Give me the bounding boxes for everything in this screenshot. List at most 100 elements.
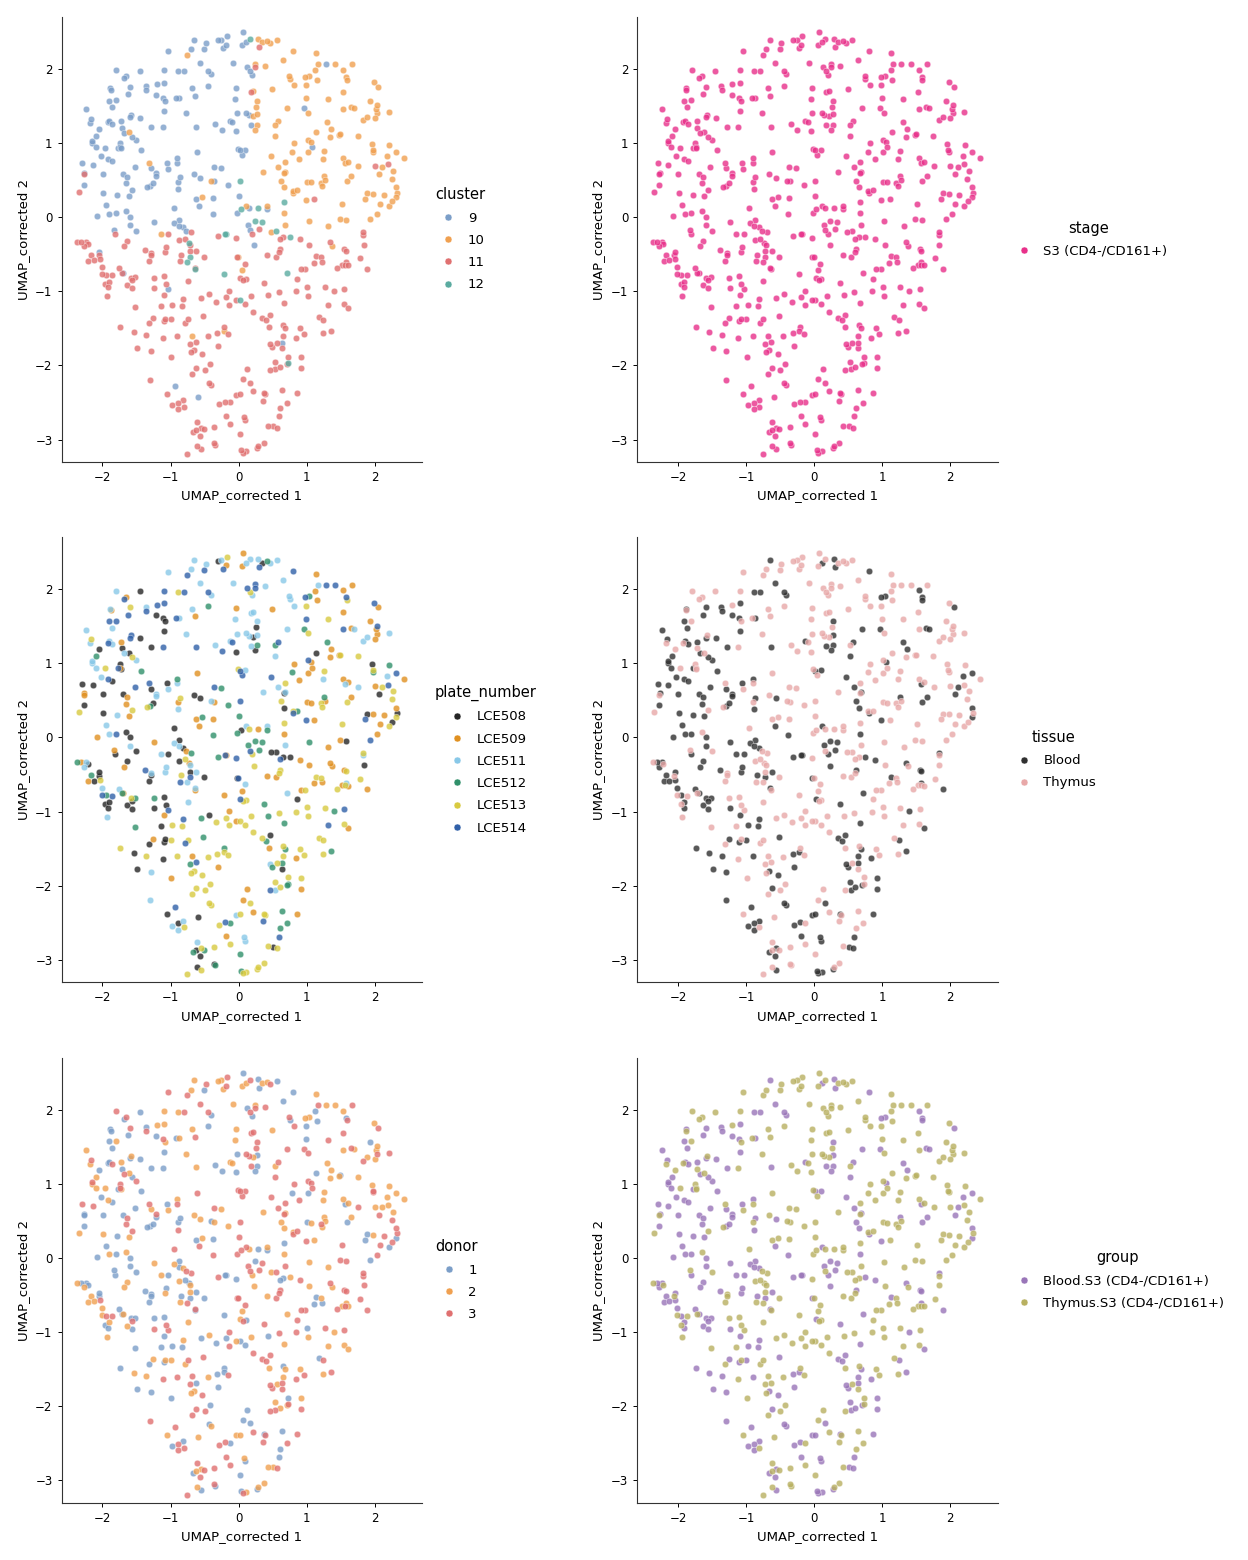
Point	[822, 94, 842, 119]
Point	[812, 193, 832, 218]
Point	[751, 101, 771, 126]
Point	[651, 97, 671, 122]
Point	[74, 693, 94, 718]
Point	[955, 714, 975, 739]
Point	[805, 381, 825, 406]
Point	[849, 1354, 869, 1379]
Point	[107, 136, 127, 161]
Point	[151, 293, 171, 318]
Point	[911, 1293, 931, 1318]
Point	[198, 1323, 218, 1348]
Point	[855, 225, 875, 250]
Point	[386, 140, 406, 165]
Point	[236, 1070, 256, 1095]
Point	[844, 1195, 864, 1220]
Point	[816, 601, 836, 626]
Point	[716, 1214, 736, 1239]
Point	[940, 590, 960, 615]
Point	[731, 760, 751, 785]
Point	[230, 1329, 250, 1354]
Point	[688, 1301, 708, 1326]
Point	[116, 172, 136, 197]
Point	[99, 1129, 119, 1154]
Point	[185, 777, 205, 802]
Point	[936, 1129, 956, 1154]
Point	[362, 131, 382, 156]
Point	[92, 262, 112, 287]
Point	[945, 682, 965, 707]
Point	[795, 1431, 815, 1455]
Point	[243, 821, 263, 846]
Point	[686, 629, 706, 654]
Point	[751, 621, 771, 646]
Point	[678, 783, 698, 808]
Point	[872, 1315, 892, 1340]
Point	[706, 106, 726, 131]
Point	[163, 716, 183, 741]
Point	[784, 1069, 804, 1094]
Point	[758, 1363, 778, 1388]
Point	[871, 1298, 891, 1323]
Point	[891, 1209, 911, 1234]
Point	[176, 218, 196, 243]
Point	[275, 1331, 295, 1356]
Point	[144, 827, 163, 852]
Point	[851, 212, 871, 237]
Point	[802, 1242, 822, 1267]
Point	[759, 1379, 779, 1404]
Point	[387, 1225, 407, 1250]
Point	[902, 777, 922, 802]
Point	[334, 1278, 354, 1303]
Point	[839, 934, 859, 959]
Point	[272, 568, 292, 593]
Point	[314, 1204, 334, 1229]
Point	[215, 315, 235, 340]
Point	[698, 1165, 718, 1190]
Point	[316, 1094, 336, 1119]
Point	[255, 1421, 275, 1446]
Point	[144, 691, 163, 716]
Point	[172, 814, 192, 839]
Point	[287, 1218, 307, 1243]
Point	[327, 777, 347, 802]
Point	[910, 1332, 930, 1357]
Point	[817, 62, 837, 87]
Point	[700, 785, 720, 810]
Point	[734, 558, 754, 583]
Point	[195, 37, 215, 62]
Point	[287, 1307, 307, 1332]
Point	[750, 914, 770, 939]
Point	[182, 844, 202, 869]
Point	[955, 1140, 975, 1165]
Point	[763, 1459, 782, 1484]
Point	[837, 76, 857, 101]
Point	[651, 618, 671, 643]
Point	[182, 1117, 202, 1142]
Point	[909, 1098, 929, 1123]
Point	[763, 660, 782, 685]
Point	[643, 1270, 663, 1295]
Point	[110, 256, 130, 281]
Point	[845, 800, 865, 825]
Point	[784, 855, 804, 880]
Point	[220, 1431, 240, 1455]
Point	[862, 699, 882, 724]
Point	[167, 1365, 187, 1390]
Point	[312, 694, 332, 719]
Point	[955, 1234, 975, 1259]
Point	[146, 161, 166, 186]
Point	[329, 1164, 349, 1189]
Point	[216, 284, 236, 309]
Point	[161, 827, 181, 852]
Point	[850, 1231, 870, 1256]
Point	[154, 605, 173, 630]
Point	[241, 1154, 261, 1179]
Point	[201, 892, 221, 917]
Point	[140, 173, 160, 198]
Point	[698, 178, 718, 203]
Point	[387, 705, 407, 730]
Point	[89, 243, 109, 268]
Point	[840, 112, 860, 137]
Point	[151, 222, 171, 246]
Point	[192, 1382, 212, 1407]
